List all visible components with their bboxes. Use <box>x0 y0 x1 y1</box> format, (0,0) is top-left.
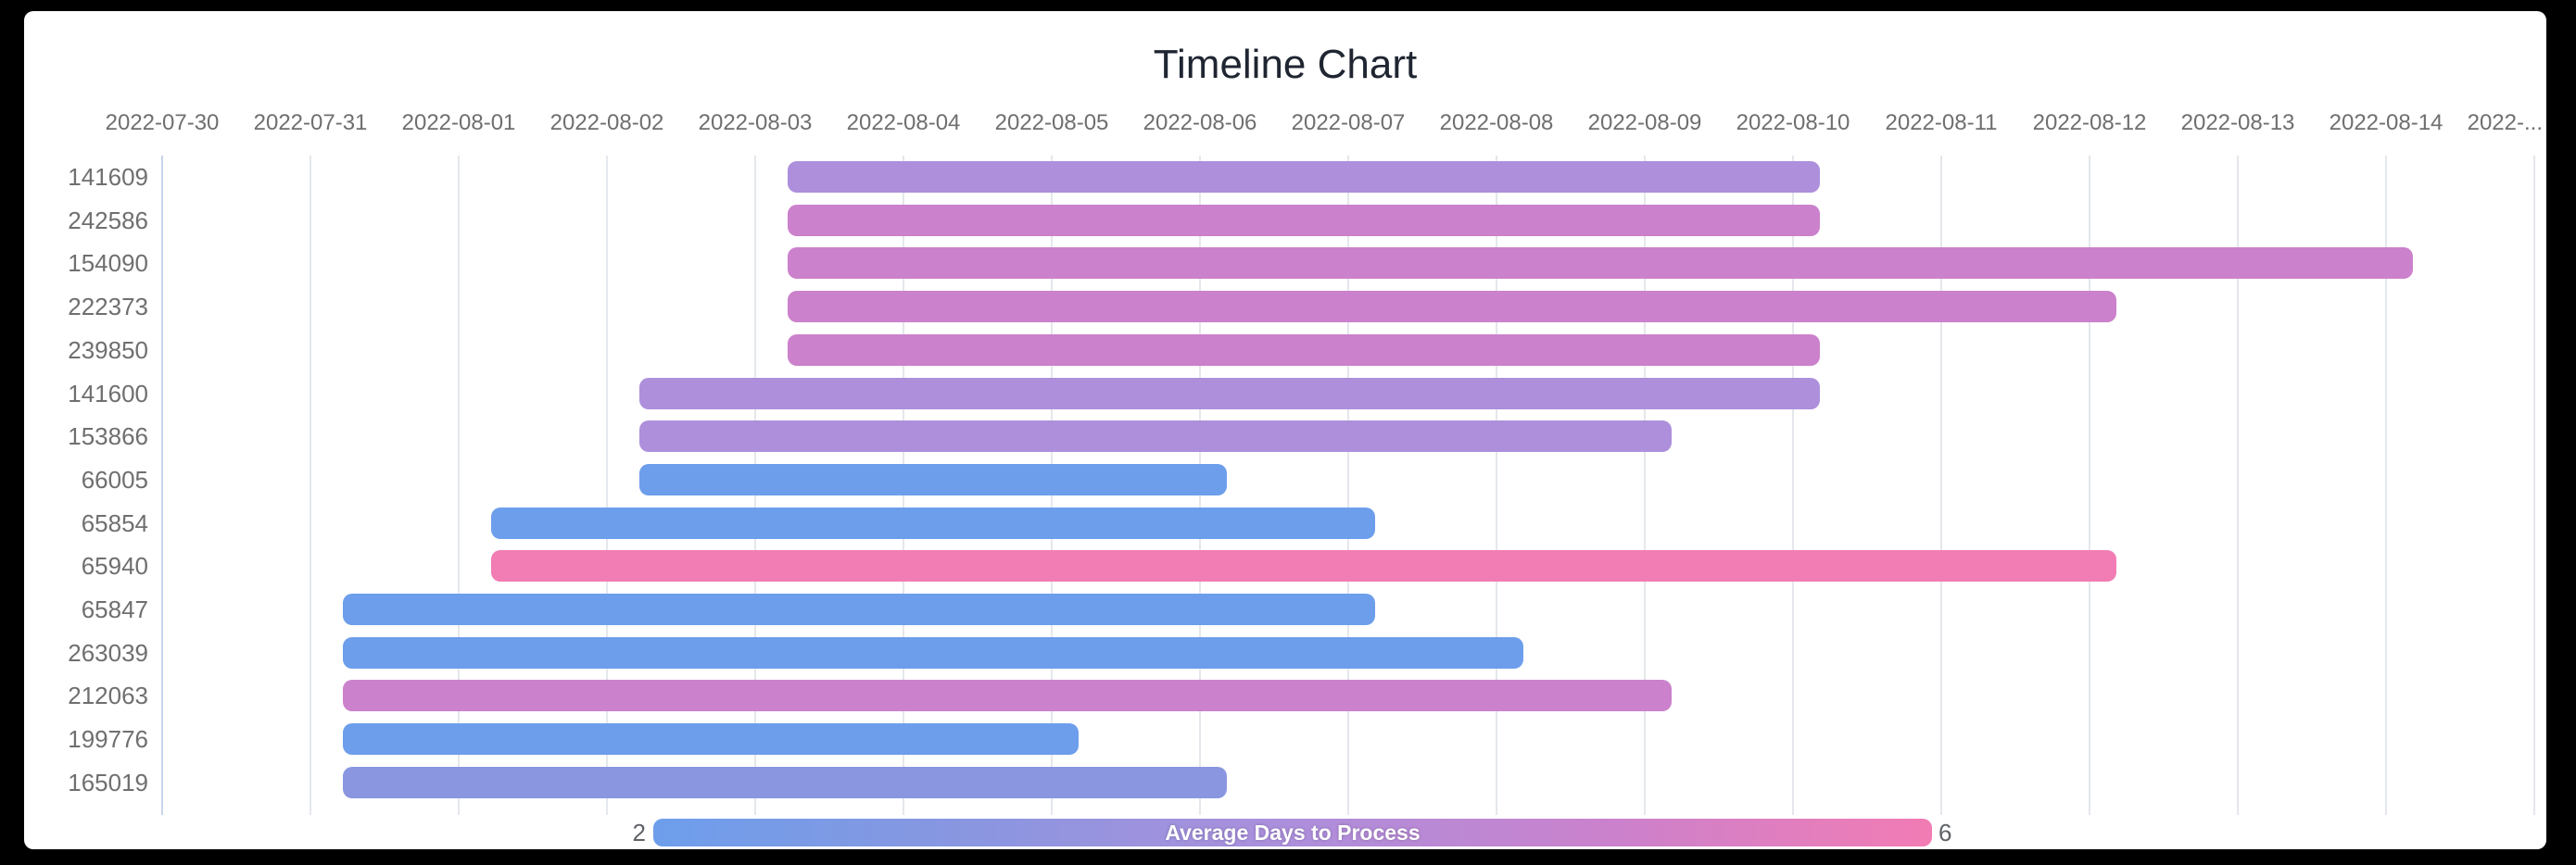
axis-tick-label: 2022-08-01 <box>401 110 516 135</box>
color-scale-legend: 2 Average Days to Process 6 <box>24 11 2546 849</box>
row-label: 141609 <box>68 163 148 191</box>
axis-tick-label: 2022-... <box>2467 110 2543 135</box>
gridline <box>1940 156 1942 815</box>
row-label: 263039 <box>68 638 148 667</box>
row-label: 165019 <box>68 768 148 796</box>
row-label: 199776 <box>68 725 148 754</box>
timeline-bar[interactable] <box>491 550 2116 583</box>
row-label: 154090 <box>68 249 148 278</box>
axis-tick-label: 2022-07-30 <box>105 110 220 135</box>
gridline <box>1347 156 1349 815</box>
timeline-axis: 2022-07-30 2022-07-31 2022-08-01 2022-08-02… <box>24 11 2546 849</box>
gridline <box>458 156 460 815</box>
axis-tick-label: 2022-08-02 <box>549 110 664 135</box>
timeline-bar[interactable] <box>788 291 2116 323</box>
row-label: 65940 <box>81 552 148 581</box>
axis-tick-label: 2022-08-11 <box>1885 110 1998 135</box>
axis-tick-label: 2022-08-10 <box>1736 110 1850 135</box>
axis-tick-label: 2022-08-05 <box>994 110 1109 135</box>
timeline-bar[interactable] <box>343 766 1227 798</box>
row-label: 141600 <box>68 379 148 407</box>
gridline <box>1496 156 1497 815</box>
gridline <box>2089 156 2090 815</box>
legend-title: Average Days to Process <box>1165 821 1421 845</box>
row-label: 66005 <box>81 465 148 494</box>
timeline-bar[interactable] <box>639 463 1227 495</box>
axis-tick-label: 2022-08-14 <box>2329 110 2443 135</box>
gridline <box>2237 156 2239 815</box>
axis-tick-label: 2022-07-31 <box>253 110 368 135</box>
row-label: 65847 <box>81 595 148 623</box>
timeline-bar[interactable] <box>343 594 1375 625</box>
axis-tick-label: 2022-08-13 <box>2180 110 2295 135</box>
timeline-bar[interactable] <box>639 420 1672 453</box>
timeline-bar[interactable] <box>491 507 1375 539</box>
timeline-bar[interactable] <box>343 680 1672 712</box>
timeline-bar[interactable] <box>788 333 1820 366</box>
gridline <box>2385 156 2387 815</box>
gridline <box>2533 156 2535 815</box>
legend-gradient-bar: Average Days to Process <box>653 819 1932 846</box>
timeline-bar[interactable] <box>343 636 1523 669</box>
gridline <box>1644 156 1646 815</box>
row-label: 239850 <box>68 335 148 364</box>
gridline <box>309 156 311 815</box>
row-label: 222373 <box>68 293 148 321</box>
gridline <box>1792 156 1794 815</box>
timeline-bar[interactable] <box>639 377 1820 409</box>
legend-min-value: 2 <box>632 819 646 846</box>
timeline-bar[interactable] <box>343 723 1079 756</box>
row-label: 153866 <box>68 422 148 451</box>
row-label: 242586 <box>68 206 148 234</box>
timeline-bar[interactable] <box>788 161 1820 193</box>
timeline-bar[interactable] <box>788 204 1820 236</box>
axis-tick-label: 2022-08-12 <box>2032 110 2147 135</box>
row-label: 212063 <box>68 682 148 710</box>
axis-tick-label: 2022-08-06 <box>1143 110 1257 135</box>
gridline <box>161 156 163 815</box>
chart-title: Timeline Chart <box>1153 42 1418 87</box>
timeline-bar[interactable] <box>788 247 2413 280</box>
legend-max-value: 6 <box>1938 819 1952 846</box>
axis-tick-label: 2022-08-08 <box>1439 110 1554 135</box>
chart-card: Timeline Chart 2022-07-30 2022-07-31 2022-… <box>24 11 2546 849</box>
axis-tick-label: 2022-08-03 <box>698 110 813 135</box>
axis-tick-label: 2022-08-04 <box>846 110 961 135</box>
gridline <box>606 156 608 815</box>
axis-tick-label: 2022-08-07 <box>1291 110 1406 135</box>
axis-tick-label: 2022-08-09 <box>1587 110 1702 135</box>
timeline-plot-area: 141609 242586 154090 222373 239850 141600 1538… <box>24 11 2546 849</box>
row-label: 65854 <box>81 508 148 537</box>
